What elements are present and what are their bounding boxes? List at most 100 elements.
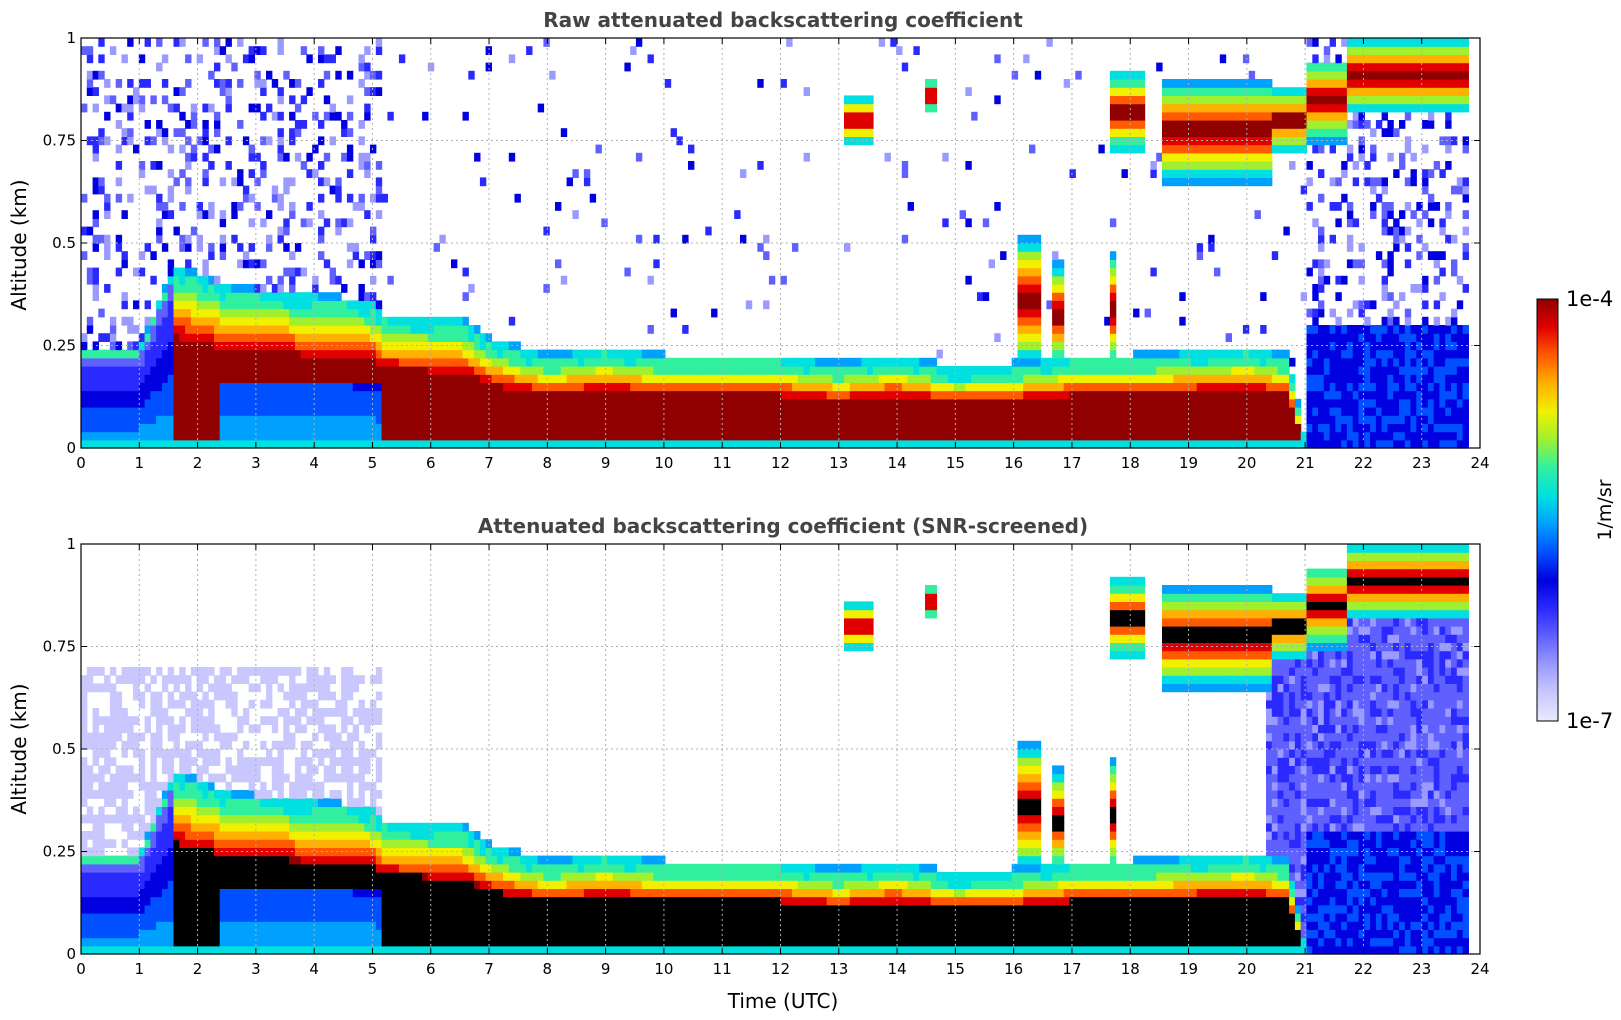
heatmap-cell bbox=[445, 366, 452, 375]
heatmap-cell bbox=[1375, 325, 1383, 334]
heatmap-cell bbox=[1451, 136, 1458, 146]
heatmap-cell bbox=[994, 202, 1001, 211]
heatmap-cell bbox=[1046, 382, 1053, 392]
heatmap-cell bbox=[1410, 38, 1417, 47]
heatmap-cell bbox=[370, 382, 377, 392]
heatmap-cell bbox=[583, 398, 591, 408]
heatmap-cell bbox=[248, 144, 255, 154]
heatmap-cell bbox=[549, 398, 556, 408]
heatmap-cell bbox=[566, 431, 573, 441]
heatmap-cell bbox=[416, 407, 423, 416]
heatmap-cell bbox=[1237, 407, 1244, 416]
heatmap-cell bbox=[1277, 103, 1284, 113]
heatmap-cell bbox=[618, 366, 625, 375]
heatmap-cell bbox=[1231, 349, 1238, 359]
heatmap-cell bbox=[832, 357, 839, 367]
heatmap-cell bbox=[734, 374, 741, 383]
heatmap-cell bbox=[1433, 390, 1441, 400]
heatmap-cell bbox=[260, 390, 267, 400]
heatmap-cell bbox=[1190, 374, 1198, 383]
heatmap-cell bbox=[179, 308, 186, 318]
heatmap-cell bbox=[595, 415, 602, 424]
heatmap-cell bbox=[456, 325, 464, 334]
heatmap-cell bbox=[300, 267, 308, 277]
heatmap-cell bbox=[1219, 120, 1227, 129]
heatmap-cell bbox=[1190, 431, 1198, 441]
heatmap-cell bbox=[127, 439, 134, 449]
heatmap-cell bbox=[375, 251, 383, 260]
heatmap-cell bbox=[1462, 177, 1469, 187]
heatmap-cell bbox=[98, 382, 105, 392]
heatmap-cell bbox=[260, 300, 267, 310]
heatmap-cell bbox=[225, 38, 232, 47]
heatmap-cell bbox=[479, 390, 487, 400]
heatmap-cell bbox=[560, 382, 568, 392]
heatmap-cell bbox=[1162, 136, 1169, 146]
heatmap-cell bbox=[1011, 390, 1019, 400]
heatmap-cell bbox=[1057, 407, 1065, 416]
heatmap-cell bbox=[930, 439, 938, 449]
heatmap-cell bbox=[300, 390, 308, 400]
heatmap-cell bbox=[1086, 415, 1094, 424]
heatmap-cell bbox=[370, 341, 377, 351]
heatmap-cell bbox=[768, 366, 776, 375]
heatmap-cell bbox=[329, 54, 336, 64]
heatmap-cell bbox=[612, 382, 620, 392]
heatmap-cell bbox=[1381, 366, 1388, 375]
heatmap-cell bbox=[693, 390, 701, 400]
heatmap-cell bbox=[1416, 431, 1423, 441]
heatmap-cell bbox=[1399, 431, 1406, 441]
heatmap-cell bbox=[595, 407, 602, 416]
heatmap-cell bbox=[1335, 349, 1342, 359]
heatmap-cell bbox=[1069, 169, 1076, 178]
heatmap-cell bbox=[965, 275, 972, 285]
heatmap-cell bbox=[1416, 341, 1423, 351]
heatmap-cell bbox=[167, 431, 175, 441]
heatmap-cell bbox=[1029, 374, 1036, 383]
heatmap-cell bbox=[763, 423, 770, 433]
heatmap-cell bbox=[1399, 398, 1406, 408]
heatmap-cell bbox=[1000, 366, 1007, 375]
heatmap-cell bbox=[1433, 316, 1441, 326]
heatmap-cell bbox=[1381, 292, 1388, 301]
heatmap-cell bbox=[433, 382, 440, 392]
heatmap-cell bbox=[208, 161, 215, 170]
heatmap-cell bbox=[1381, 185, 1388, 195]
heatmap-cell bbox=[1393, 95, 1400, 105]
heatmap-cell bbox=[520, 398, 527, 408]
heatmap-cell bbox=[1393, 382, 1400, 392]
heatmap-cell bbox=[630, 349, 637, 359]
heatmap-cell bbox=[462, 316, 469, 326]
heatmap-cell bbox=[1011, 382, 1019, 392]
heatmap-cell bbox=[323, 316, 331, 326]
heatmap-cell bbox=[1422, 284, 1429, 293]
heatmap-cell bbox=[115, 267, 123, 277]
heatmap-cell bbox=[104, 382, 111, 392]
heatmap-cell bbox=[445, 325, 452, 334]
heatmap-cell bbox=[341, 341, 348, 351]
heatmap-cell bbox=[341, 333, 348, 342]
heatmap-cell bbox=[1335, 407, 1342, 416]
heatmap-cell bbox=[335, 374, 342, 383]
heatmap-cell bbox=[352, 407, 360, 416]
heatmap-cell bbox=[364, 87, 371, 96]
heatmap-cell bbox=[306, 169, 313, 178]
heatmap-cell bbox=[514, 382, 521, 392]
heatmap-cell bbox=[445, 423, 452, 433]
heatmap-cell bbox=[86, 423, 94, 433]
heatmap-cell bbox=[1306, 87, 1313, 96]
heatmap-cell bbox=[364, 46, 371, 55]
heatmap-cell bbox=[427, 316, 435, 326]
heatmap-cell bbox=[144, 185, 151, 195]
heatmap-cell bbox=[1341, 38, 1348, 47]
heatmap-cell bbox=[537, 398, 545, 408]
heatmap-cell bbox=[1109, 103, 1117, 113]
heatmap-cell bbox=[1271, 357, 1279, 367]
heatmap-cell bbox=[277, 284, 284, 293]
heatmap-cell bbox=[179, 357, 186, 367]
heatmap-cell bbox=[410, 439, 417, 449]
chart-title: Attenuated backscattering coefficient (S… bbox=[478, 514, 1088, 538]
heatmap-cell bbox=[1046, 398, 1053, 408]
heatmap-cell bbox=[387, 374, 394, 383]
heatmap-cell bbox=[393, 415, 400, 424]
